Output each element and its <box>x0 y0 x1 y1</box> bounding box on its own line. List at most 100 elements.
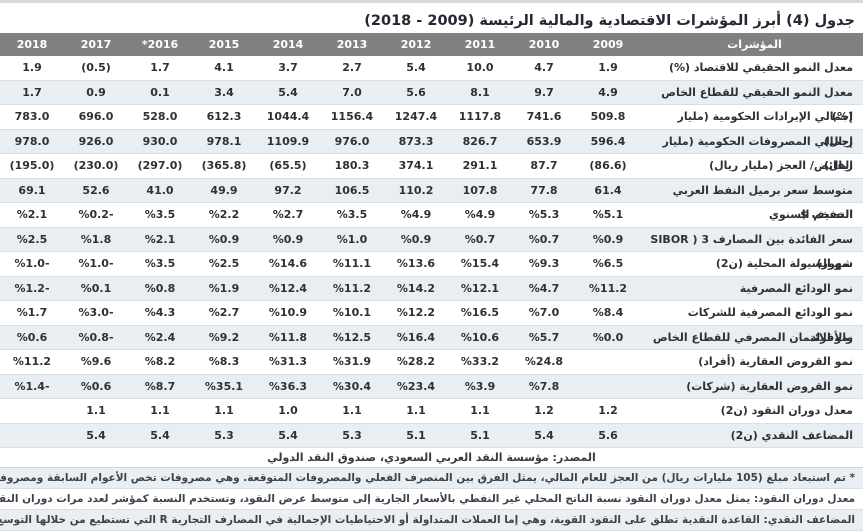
indicator-value-cell: %9.6 <box>80 355 112 368</box>
indicator-value-cell: %2.5 <box>16 232 48 246</box>
indicator-value-cell: %24.8 <box>524 355 564 368</box>
indicator-label-cell: نمو القروض العقارية (شركات) <box>686 379 853 393</box>
indicator-value-cell: (0.5) <box>81 61 111 74</box>
indicator-value-cell: %2.5 <box>208 257 240 270</box>
indicator-value-cell: 826.7 <box>462 134 498 148</box>
indicator-label-cell: المضاعف النقدي (ن2) <box>730 428 853 442</box>
indicator-value-cell: %11.2 <box>332 281 372 295</box>
indicator-value-cell: 2.7 <box>342 61 362 74</box>
indicator-value-cell: 8.1 <box>470 85 490 99</box>
indicator-value-cell: %12.1 <box>460 281 500 295</box>
indicator-value-cell: %9.2 <box>208 330 240 344</box>
indicator-value-cell: 9.7 <box>534 85 554 99</box>
indicator-value-cell: %12.4 <box>268 281 308 295</box>
indicator-value-cell: 1.1 <box>214 404 234 417</box>
indicator-value-cell: 696.0 <box>78 110 114 123</box>
indicator-value-cell: 5.3 <box>342 428 362 442</box>
indicator-value-cell: %30.4 <box>332 379 372 393</box>
indicator-value-cell: %10.6 <box>460 330 500 344</box>
indicator-value-cell: %0.8- <box>78 330 114 344</box>
indicator-value-cell: %3.9 <box>464 379 496 393</box>
table-row: 1.1 1.1 1.1 1.0 1.1 1.1 1.1 1.2 1.2 معدل دوران ال… <box>0 399 863 424</box>
table-row: 69.1 52.6 41.0 49.9 97.2 106.5 110.2 107.8 77.8 6… <box>0 178 863 221</box>
indicator-value-cell: 180.3 <box>334 159 370 172</box>
indicator-value-cell: 291.1 <box>462 159 498 172</box>
indicator-value-cell: %3.0- <box>78 306 114 319</box>
table-title: جدول (4) أبرز المؤشرات الاقتصادية والمال… <box>364 13 855 29</box>
footnote-1: * تم استبعاد مبلغ (105 مليارات ريال) من … <box>0 468 863 489</box>
indicator-value-cell: 1.1 <box>406 404 426 417</box>
indicator-value-cell: %2.2 <box>208 208 240 221</box>
table-header-row: 2018 2017 *2016 2015 2014 2013 2012 2011 2010 200… <box>0 33 863 56</box>
indicator-value-cell: (65.5) <box>269 159 307 172</box>
indicator-value-cell: 1156.4 <box>330 110 374 123</box>
indicator-value-cell: %0.7 <box>464 232 496 246</box>
table-title-bar: جدول (4) أبرز المؤشرات الاقتصادية والمال… <box>0 3 863 33</box>
indicator-value-cell: 87.7 <box>530 159 558 172</box>
year-column-header: 2018 <box>16 38 48 51</box>
indicator-value-cell: %5.3 <box>528 208 560 221</box>
indicator-value-cell: %35.1 <box>204 379 244 393</box>
year-column-header: 2012 <box>400 38 432 51</box>
indicator-value-cell: %5.1 <box>592 208 624 221</box>
indicator-value-cell: 107.8 <box>462 183 498 197</box>
indicator-value-cell: %0.9 <box>272 232 304 246</box>
indicator-value-cell: %3.5 <box>144 257 176 270</box>
indicator-value-cell: (365.8) <box>201 159 247 172</box>
indicator-value-cell: (230.0) <box>73 159 119 172</box>
indicator-value-cell: %4.3 <box>144 306 176 319</box>
indicator-label-cell: معدل النمو الحقيقي للقطاع الخاص (%) <box>661 85 853 124</box>
year-column-header: 2013 <box>336 38 368 51</box>
indicator-value-cell: %1.2- <box>14 281 50 295</box>
indicator-value-cell: %8.2 <box>144 355 176 368</box>
indicator-value-cell: %31.9 <box>332 355 372 368</box>
indicator-value-cell: %8.4 <box>592 306 624 319</box>
indicator-value-cell: %2.1 <box>144 232 176 246</box>
indicator-value-cell: %10.1 <box>332 306 372 319</box>
indicator-value-cell: 5.3 <box>214 428 234 442</box>
indicator-value-cell: 1.9 <box>22 61 42 74</box>
indicator-label-cell: نمو الائتمان المصرفي للقطاع الخاص <box>652 330 853 344</box>
indicator-value-cell: %11.2 <box>588 281 628 295</box>
indicator-label-cell: نمو الودائع المصرفية <box>739 281 853 295</box>
indicator-value-cell: %16.5 <box>460 306 500 319</box>
indicator-value-cell: 1.0 <box>278 404 298 417</box>
indicator-value-cell: 5.6 <box>406 85 426 99</box>
indicator-value-cell: 374.1 <box>398 159 434 172</box>
table-row: 1.9 (0.5) 1.7 4.1 3.7 2.7 5.4 10.0 4.7 1.9 معدل ال… <box>0 56 863 81</box>
indicator-value-cell: 61.4 <box>594 183 622 197</box>
indicator-value-cell: 978.1 <box>206 134 242 148</box>
indicator-value-cell: %0.9 <box>400 232 432 246</box>
indicator-value-cell: %11.8 <box>268 330 308 344</box>
indicator-value-cell: 1109.9 <box>266 134 310 148</box>
footnote-2: معدل دوران النقود: يمثل معدل دوران النقو… <box>0 489 863 510</box>
indicator-value-cell: %2.7 <box>272 208 304 221</box>
indicator-value-cell: 106.5 <box>334 183 370 197</box>
table-row: %1.0- %1.0- %3.5 %2.5 %14.6 %11.1 %13.6 %15.4 %9… <box>0 252 863 277</box>
indicator-value-cell: %1.9 <box>208 281 240 295</box>
indicator-value-cell: %12.5 <box>332 330 372 344</box>
indicator-value-cell: 612.3 <box>206 110 242 123</box>
indicator-value-cell: %4.7 <box>528 281 560 295</box>
indicator-value-cell: %2.7 <box>208 306 240 319</box>
indicator-value-cell: %23.4 <box>396 379 436 393</box>
indicator-value-cell: %12.2 <box>396 306 436 319</box>
indicator-value-cell: %13.6 <box>396 257 436 270</box>
indicator-value-cell: 110.2 <box>398 183 434 197</box>
indicator-value-cell: %8.7 <box>144 379 176 393</box>
indicator-value-cell: %4.9 <box>464 208 496 221</box>
indicator-value-cell: 873.3 <box>398 134 434 148</box>
table-row: 978.0 926.0 930.0 978.1 1109.9 976.0 873.3 826.… <box>0 129 863 172</box>
indicator-value-cell: 1.1 <box>150 404 170 417</box>
table-row: (195.0) (230.0) (297.0) (365.8) (65.5) 180.3 3… <box>0 154 863 179</box>
footnote-3: المضاعف النقدي: القاعدة النقدية تطلق على… <box>0 510 863 531</box>
table-row: %1.4- %0.6 %8.7 %35.1 %36.3 %30.4 %23.4 %3.9 %7.… <box>0 374 863 399</box>
indicator-label-cell: سعر الفائدة بين المصارف 3 ( SIBOR شهور) <box>650 232 853 271</box>
indicator-label-cell: معدل دوران النقود (ن2) <box>720 404 853 417</box>
indicator-value-cell: 1.9 <box>598 61 618 74</box>
indicator-value-cell: 49.9 <box>210 183 238 197</box>
indicator-value-cell: 7.0 <box>342 85 362 99</box>
indicator-value-cell: 5.4 <box>86 428 106 442</box>
indicator-value-cell <box>576 350 640 374</box>
indicator-label-cell: التضخم السنوي <box>768 208 853 221</box>
